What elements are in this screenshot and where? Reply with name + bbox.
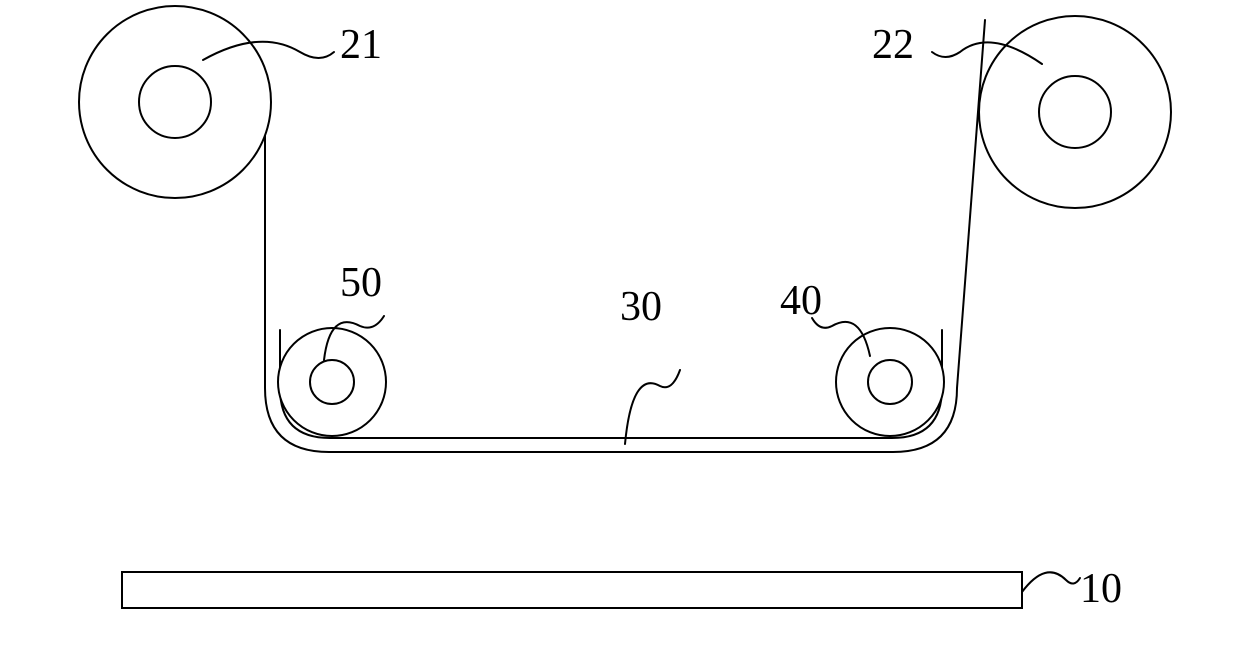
label-L40: 40: [780, 278, 822, 324]
roller-bottom-left: [278, 328, 386, 436]
roller-bottom-right-outer: [836, 328, 944, 436]
roller-top-right-outer: [979, 16, 1171, 208]
roller-bottom-left-outer: [278, 328, 386, 436]
label-L22: 22: [872, 22, 914, 68]
roller-top-left: [79, 6, 271, 198]
label-L50: 50: [340, 260, 382, 306]
label-L10: 10: [1080, 566, 1122, 612]
roller-bottom-right: [836, 328, 944, 436]
roller-top-right: [979, 16, 1171, 208]
label-L30: 30: [620, 284, 662, 330]
label-L21: 21: [340, 22, 382, 68]
roller-top-left-outer: [79, 6, 271, 198]
